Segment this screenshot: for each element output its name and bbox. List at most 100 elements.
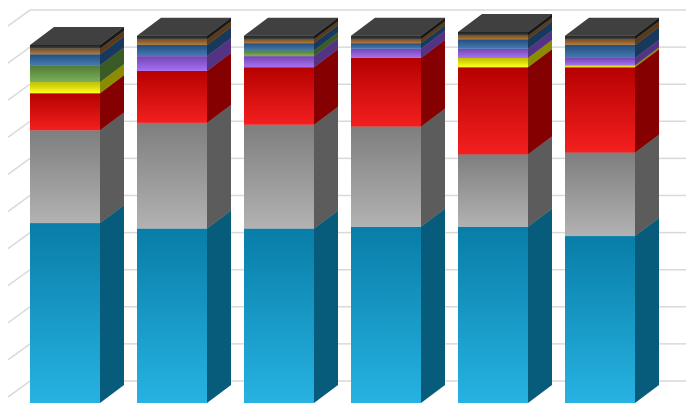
bar-segment-side <box>314 32 338 57</box>
bar-segment-side <box>421 17 445 40</box>
bar-stack-6 <box>565 17 659 403</box>
gridline-tick <box>7 306 31 324</box>
bar-segment-side <box>207 210 231 403</box>
bar-segment <box>244 43 314 51</box>
bar-top <box>351 17 445 36</box>
bar-segment <box>458 226 528 403</box>
bar-segment <box>565 57 635 66</box>
bar-segment <box>565 65 635 68</box>
bar-segment <box>137 228 207 403</box>
bar-segment-side <box>421 108 445 227</box>
bar-segment-side <box>314 210 338 403</box>
bar-segment <box>458 48 528 58</box>
bar-segment <box>565 152 635 237</box>
bar-segment <box>137 35 207 40</box>
bar-segment <box>244 67 314 125</box>
bar-segment <box>30 223 100 403</box>
bar-segment <box>30 48 100 55</box>
bar-segment <box>244 124 314 229</box>
bar-segment <box>458 39 528 49</box>
bar-segment-side <box>635 17 659 40</box>
bar-segment-side <box>207 52 231 123</box>
bar-segment-side <box>314 38 338 68</box>
bar-segment <box>351 43 421 49</box>
bar-segment-side <box>528 49 552 155</box>
bar-segment <box>351 57 421 127</box>
bar-segment-side <box>100 47 124 83</box>
bar-top <box>458 14 552 32</box>
bar-segment-side <box>528 39 552 68</box>
bar-segment-side <box>528 14 552 36</box>
bar-segment <box>137 56 207 71</box>
bar-segment-side <box>314 106 338 229</box>
bar-segment-side <box>421 208 445 403</box>
bar-segment <box>565 39 635 45</box>
bar-segment <box>30 54 100 66</box>
bar-top <box>565 17 659 36</box>
bar-segment <box>458 32 528 36</box>
bar-segment <box>244 50 314 57</box>
bar-segment <box>30 65 100 83</box>
bar-segment-side <box>314 49 338 125</box>
bar-segment-side <box>314 17 338 40</box>
bar-segment-side <box>528 21 552 49</box>
bar-segment <box>244 39 314 44</box>
bar-top <box>137 17 231 36</box>
bar-segment <box>565 67 635 153</box>
gridline-tick <box>7 120 31 138</box>
bar-segment-side <box>314 21 338 44</box>
bar-segment <box>137 122 207 229</box>
bar-segment <box>565 35 635 40</box>
gridline-tick <box>7 269 31 287</box>
bar-segment-side <box>100 26 124 49</box>
bar-segment <box>244 35 314 40</box>
bar-segment <box>30 44 100 49</box>
gridline-tick <box>7 83 31 101</box>
bar-segment-side <box>100 205 124 403</box>
bar-segment-side <box>421 25 445 49</box>
bar-segment-side <box>528 136 552 227</box>
bar-segment <box>458 57 528 68</box>
bar-segment-side <box>207 104 231 229</box>
bar-segment-side <box>421 39 445 127</box>
bar-segment-side <box>635 47 659 68</box>
bar-stack-2 <box>137 17 231 403</box>
bar-segment <box>351 126 421 227</box>
gridline-tick <box>7 46 31 64</box>
gridline-tick <box>7 231 31 250</box>
gridline-tick <box>7 157 31 176</box>
bar-segment <box>137 44 207 57</box>
gridline-tick <box>7 343 31 361</box>
bar-segment <box>30 93 100 131</box>
bar-segment-side <box>314 25 338 51</box>
bar-segment <box>244 56 314 68</box>
bar-segment-side <box>421 30 445 58</box>
bar-segment-side <box>635 134 659 237</box>
bar-segment-side <box>100 64 124 94</box>
bar-segment <box>30 130 100 224</box>
bar-stack-3 <box>244 17 338 403</box>
bar-segment-side <box>207 38 231 71</box>
bar-segment <box>137 39 207 45</box>
bars <box>30 14 659 403</box>
bar-segment-side <box>635 218 659 403</box>
bar-segment <box>458 67 528 155</box>
bar-segment-side <box>207 21 231 45</box>
bar-segment <box>30 82 100 94</box>
bar-segment-side <box>207 26 231 57</box>
bar-top <box>244 17 338 36</box>
bar-stack-1 <box>30 26 124 403</box>
bar-segment-side <box>528 208 552 403</box>
bar-segment <box>458 35 528 40</box>
bar-segment <box>565 236 635 403</box>
bar-stack-4 <box>351 17 445 403</box>
bar-segment-side <box>635 21 659 45</box>
bar-stack-5 <box>458 14 552 403</box>
bar-segment <box>351 39 421 44</box>
bar-segment-side <box>528 17 552 40</box>
gridline-tick <box>7 9 31 27</box>
bar-segment-side <box>635 49 659 153</box>
bar-segment <box>137 70 207 123</box>
gridline-tick <box>7 380 31 398</box>
